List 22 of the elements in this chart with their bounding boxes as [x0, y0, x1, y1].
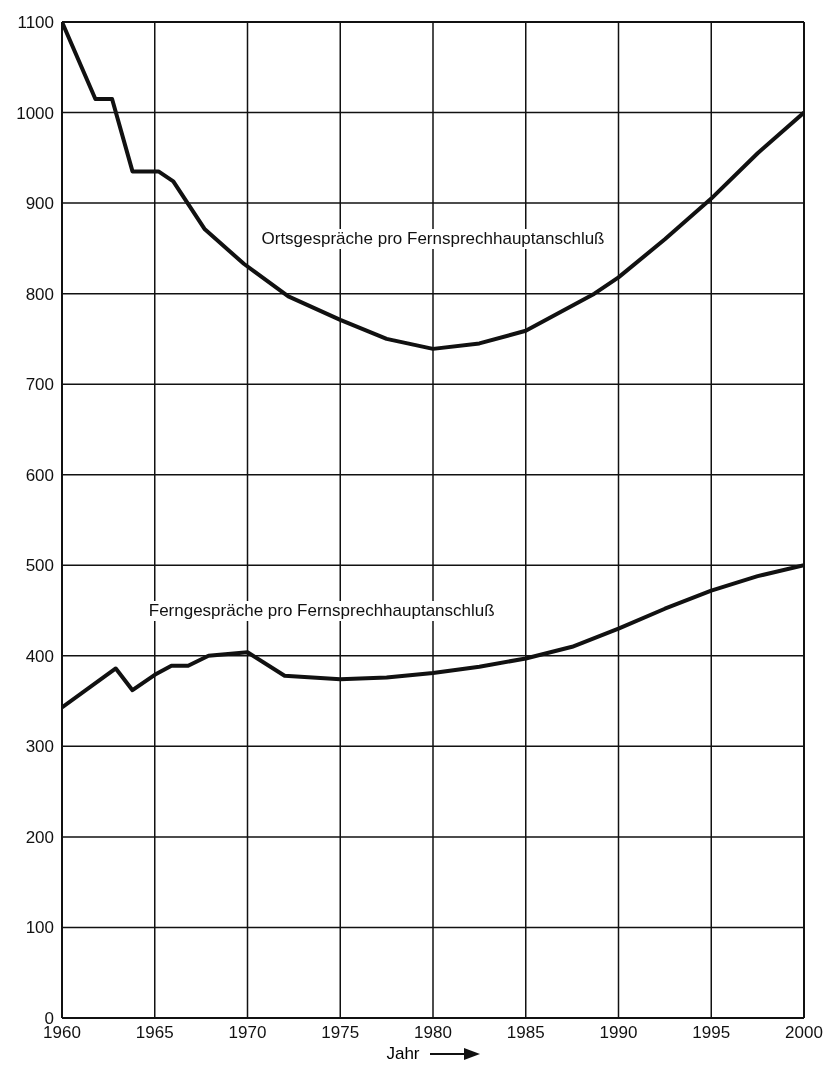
text: Ferngespräche pro Fernsprechhauptanschluß	[144, 600, 499, 621]
x-tick-label: 1980	[414, 1023, 452, 1043]
y-tick-label: 600	[25, 465, 54, 485]
y-tick-label: 1100	[17, 13, 54, 33]
y-tick-label: 200	[25, 827, 54, 847]
y-tick-label: 300	[25, 737, 54, 757]
x-tick-label: 1990	[599, 1023, 638, 1043]
y-tick-label: 400	[25, 646, 54, 666]
x-tick-label: 1985	[506, 1023, 545, 1043]
x-tick-label: 1975	[321, 1023, 360, 1043]
series-label: Ortsgespräche pro Fernsprechhauptanschluß	[257, 229, 609, 250]
x-tick-label: 2000	[785, 1023, 823, 1043]
y-tick-label: 800	[25, 284, 54, 304]
x-tick-label: 1995	[692, 1023, 731, 1043]
x-axis-title: Jahr	[386, 1044, 420, 1064]
y-tick-label: 500	[25, 556, 54, 576]
x-tick-label: 1970	[228, 1023, 267, 1043]
y-tick-label: 900	[25, 194, 54, 214]
x-tick-label: 1965	[135, 1023, 174, 1043]
y-tick-label: 1000	[16, 103, 54, 123]
y-tick-label: 700	[25, 375, 54, 395]
y-tick-label: 100	[25, 918, 54, 938]
